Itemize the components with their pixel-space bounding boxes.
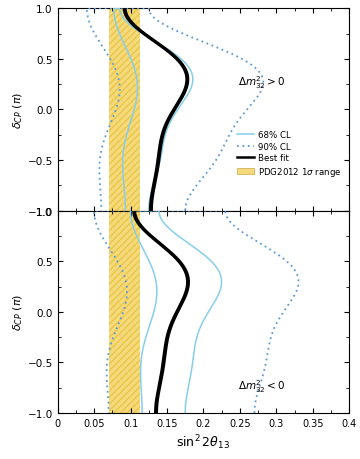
Legend: 68% CL, 90% CL, Best fit, PDG2012 1$\sigma$ range: 68% CL, 90% CL, Best fit, PDG2012 1$\sig… [234,127,345,182]
Text: $\Delta m^2_{32}>0$: $\Delta m^2_{32}>0$ [238,74,286,91]
X-axis label: $\sin^2 2\theta_{13}$: $\sin^2 2\theta_{13}$ [176,432,230,451]
Y-axis label: $\delta_{CP}$ ($\pi$): $\delta_{CP}$ ($\pi$) [11,92,25,129]
Bar [109,211,140,413]
Text: $\Delta m^2_{32}<0$: $\Delta m^2_{32}<0$ [238,377,286,394]
Bar [109,9,140,211]
Bar [109,211,140,413]
Bar [109,9,140,211]
Y-axis label: $\delta_{CP}$ ($\pi$): $\delta_{CP}$ ($\pi$) [11,294,25,330]
